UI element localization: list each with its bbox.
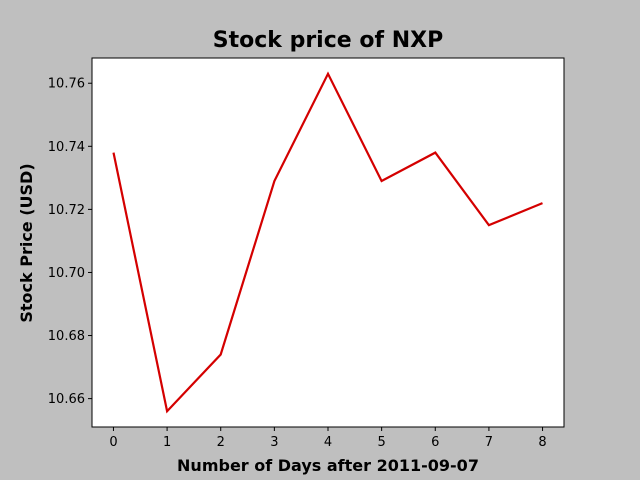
- x-tick-label: 4: [324, 435, 332, 450]
- y-axis: 10.66 10.68 10.70 10.72 10.74 10.76: [48, 77, 92, 407]
- y-tick-label: 10.72: [48, 203, 85, 218]
- y-axis-label: Stock Price (USD): [17, 163, 36, 322]
- series-layer: [112, 71, 543, 414]
- x-tick-label: 8: [538, 435, 546, 450]
- plot-area: [91, 57, 565, 428]
- x-tick-label: 7: [485, 435, 493, 450]
- x-axis-label: Number of Days after 2011-09-07: [177, 456, 479, 475]
- x-tick-label: 3: [270, 435, 278, 450]
- chart-title: Stock price of NXP: [213, 28, 443, 53]
- x-tick-label: 5: [377, 435, 385, 450]
- price-line: [112, 71, 543, 414]
- x-axis: 0 1 2 3 4 5 6 7 8: [109, 427, 547, 450]
- y-tick-label: 10.68: [48, 329, 85, 344]
- y-tick-label: 10.66: [48, 392, 85, 407]
- x-tick-label: 1: [163, 435, 171, 450]
- y-tick-label: 10.74: [48, 140, 85, 155]
- x-tick-label: 0: [109, 435, 117, 450]
- x-tick-label: 6: [431, 435, 439, 450]
- x-tick-label: 2: [217, 435, 225, 450]
- y-tick-label: 10.70: [48, 266, 85, 281]
- y-tick-label: 10.76: [48, 77, 85, 92]
